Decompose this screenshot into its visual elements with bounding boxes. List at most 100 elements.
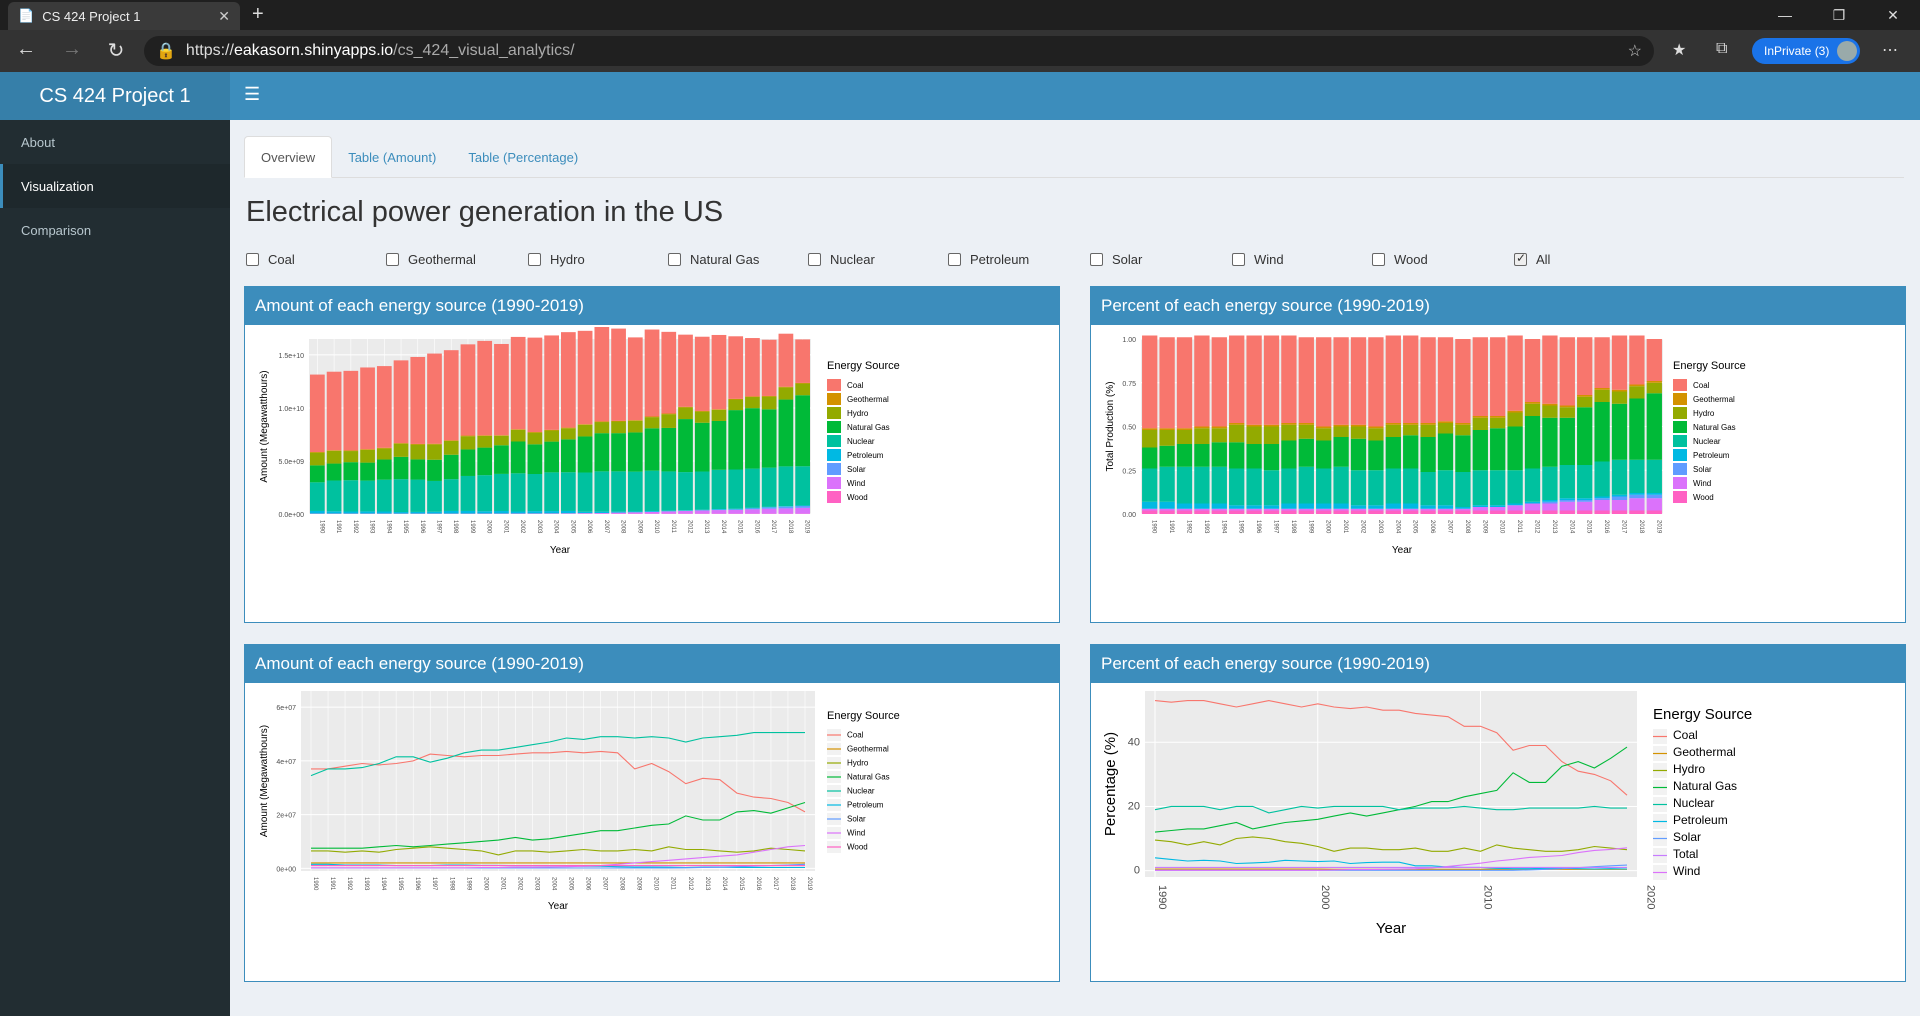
filter-coal[interactable]: Coal (246, 252, 295, 267)
bar-segment (1333, 337, 1349, 425)
bar-segment (694, 471, 710, 510)
checkbox[interactable] (246, 253, 259, 266)
bar-segment (611, 512, 626, 514)
bar-segment (1455, 472, 1471, 507)
filter-solar[interactable]: Solar (1090, 252, 1142, 267)
percent-line-box: Percent of each energy source (1990-2019… (1090, 644, 1906, 982)
checkbox[interactable] (948, 253, 961, 266)
series-line (1154, 836, 1628, 852)
favorites-icon[interactable]: ★ (1672, 42, 1687, 59)
sidebar-item-about[interactable]: About (21, 134, 55, 150)
legend-swatch (827, 393, 841, 405)
bar-segment (1176, 430, 1193, 444)
bar-segment (1629, 498, 1645, 511)
back-icon[interactable]: ← (16, 38, 36, 60)
filter-nuclear[interactable]: Nuclear (808, 252, 875, 267)
bar-segment (443, 440, 459, 455)
x-tick-label: 2005 (1412, 520, 1418, 534)
legend-label: Geothermal (1673, 745, 1736, 759)
browser-tab[interactable]: 📄 CS 424 Project 1 ✕ (8, 2, 240, 30)
bar-segment (1246, 468, 1262, 506)
bar-segment (745, 338, 760, 397)
bar-segment (1490, 505, 1506, 507)
bar-segment (1524, 403, 1541, 416)
sidebar-item-visualization[interactable]: Visualization (0, 164, 230, 208)
bar-segment (1629, 386, 1645, 399)
forward-icon[interactable]: → (62, 38, 82, 60)
x-tick-label: 1998 (1290, 520, 1296, 534)
tab-table-percentage[interactable]: Table (Percentage) (468, 149, 579, 165)
x-tick-label: 2006 (1429, 520, 1435, 534)
bar-segment (410, 443, 426, 445)
tab-table-amount[interactable]: Table (Amount) (348, 149, 437, 165)
filter-petroleum[interactable]: Petroleum (948, 252, 1029, 267)
bar-segment (376, 459, 392, 480)
bar-segment (761, 508, 777, 514)
bar-segment (644, 511, 660, 514)
bar-segment (694, 422, 710, 472)
bar-segment (1611, 389, 1628, 392)
filter-hydro[interactable]: Hydro (528, 252, 585, 267)
bar-segment (1577, 510, 1593, 514)
bar-segment (1490, 428, 1506, 471)
bar-segment (761, 396, 777, 410)
collections-icon[interactable]: ⧉ (1716, 40, 1728, 57)
x-tick-label: 2015 (737, 520, 743, 534)
x-tick-label: 2004 (553, 520, 559, 534)
bar-segment (561, 332, 576, 428)
checkbox[interactable] (1372, 253, 1385, 266)
bar-segment (1629, 493, 1645, 495)
y-axis-label: Percentage (%) (1102, 732, 1119, 836)
legend-swatch (827, 477, 841, 489)
bar-segment (1246, 426, 1262, 444)
bar-segment (577, 436, 593, 473)
url-field[interactable]: 🔒 https://eakasorn.shinyapps.io/cs_424_v… (144, 36, 1654, 66)
filter-wind[interactable]: Wind (1232, 252, 1284, 267)
checkbox[interactable] (1514, 251, 1527, 266)
filter-natural-gas[interactable]: Natural Gas (668, 252, 759, 267)
tab-overview[interactable]: Overview (244, 136, 333, 178)
bar-segment (795, 383, 810, 396)
favorite-add-icon[interactable]: ☆ (1627, 43, 1642, 60)
checkbox[interactable] (668, 253, 681, 266)
new-tab-icon[interactable]: + (252, 3, 264, 25)
bar-segment (1229, 468, 1245, 506)
restore-icon[interactable]: ❐ (1832, 6, 1846, 23)
refresh-icon[interactable]: ↻ (107, 40, 125, 62)
sidebar-toggle-icon[interactable]: ☰ (244, 84, 261, 104)
bar-segment (1524, 468, 1541, 502)
minimize-icon[interactable]: — (1778, 7, 1792, 23)
close-tab-icon[interactable]: ✕ (218, 7, 230, 24)
bar-segment (678, 472, 693, 511)
bar-segment (1611, 496, 1628, 500)
bar-segment (1333, 508, 1349, 511)
checkbox[interactable] (528, 253, 541, 266)
close-window-icon[interactable]: ✕ (1887, 6, 1899, 23)
inprivate-button[interactable]: InPrivate (3) (1752, 38, 1860, 64)
checkbox[interactable] (1232, 253, 1245, 266)
x-tick-label: 1999 (1307, 520, 1313, 534)
bar-segment (1629, 398, 1645, 460)
checkbox[interactable] (1090, 253, 1103, 266)
x-tick-label: 2010 (1499, 520, 1505, 534)
sidebar-item-comparison[interactable]: Comparison (21, 222, 92, 238)
bar-segment (1437, 433, 1454, 471)
bar-segment (494, 343, 509, 436)
filter-geothermal[interactable]: Geothermal (386, 252, 476, 267)
more-menu-icon[interactable]: ⋯ (1882, 42, 1898, 59)
bar-segment (745, 508, 760, 510)
app-title: CS 424 Project 1 (0, 72, 230, 120)
x-axis-label: Year (550, 545, 571, 556)
bar-segment (1281, 424, 1297, 441)
checkbox[interactable] (386, 253, 399, 266)
bar-segment (711, 420, 727, 470)
filter-wood[interactable]: Wood (1372, 252, 1428, 267)
bar-segment (1385, 423, 1401, 425)
checkbox[interactable] (808, 253, 821, 266)
bar-segment (745, 468, 760, 508)
bar-segment (761, 467, 777, 507)
bar-segment (1611, 500, 1628, 511)
bar-segment (1159, 428, 1175, 430)
bar-segment (1229, 442, 1245, 469)
filter-all[interactable]: All (1514, 251, 1550, 267)
